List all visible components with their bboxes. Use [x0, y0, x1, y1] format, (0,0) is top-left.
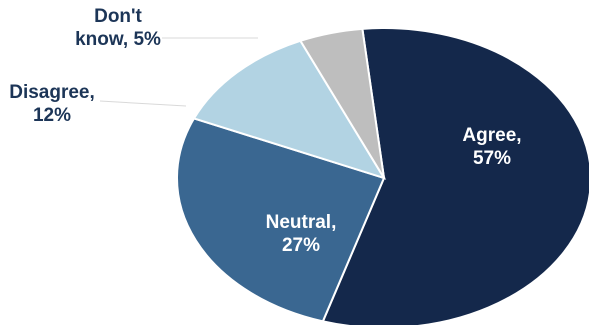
data-label-line1: Don't [94, 6, 142, 27]
pie-slice-disagree [192, 39, 387, 180]
slice-labels: Agree, 57% Neutral, 27% Disagree, 12% Don't kno… [9, 6, 521, 256]
data-label-line2: 27% [282, 235, 320, 256]
data-label-line2: know, 5% [75, 29, 161, 50]
data-label-neutral: Neutral, 27% [266, 212, 337, 256]
data-label-line1: Agree, [462, 125, 521, 146]
data-label-line2: 12% [33, 105, 71, 126]
pie-slices [176, 27, 589, 325]
data-label-line2: 57% [473, 148, 511, 169]
leader-line-disagree [99, 100, 187, 107]
data-label-disagree: Disagree, 12% [9, 82, 95, 126]
data-label-line1: Neutral, [266, 212, 337, 233]
pie-slice-neutral [176, 117, 386, 323]
data-label-agree: Agree, 57% [462, 125, 521, 169]
pie-slice-don-t-know [298, 27, 385, 179]
leader-lines [99, 37, 258, 107]
data-label-don-t-know: Don't know, 5% [75, 6, 161, 50]
data-label-line1: Disagree, [9, 82, 95, 103]
